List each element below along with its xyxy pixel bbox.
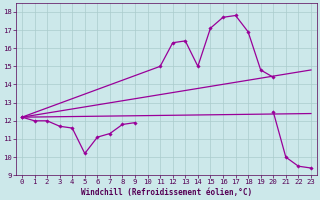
X-axis label: Windchill (Refroidissement éolien,°C): Windchill (Refroidissement éolien,°C) bbox=[81, 188, 252, 197]
